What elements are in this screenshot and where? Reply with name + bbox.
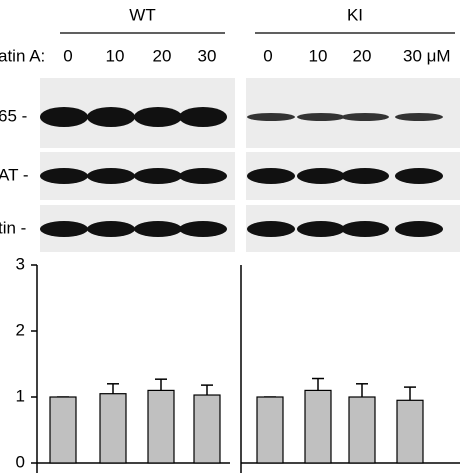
group-label: WT bbox=[129, 5, 155, 24]
band bbox=[341, 168, 389, 184]
bar bbox=[304, 389, 332, 464]
band bbox=[179, 221, 227, 237]
blot-strip bbox=[246, 78, 460, 148]
dose-label: 20 bbox=[153, 46, 172, 65]
treatment-label: atin A: bbox=[0, 46, 45, 65]
bar bbox=[348, 396, 376, 464]
group-label: KI bbox=[347, 5, 363, 24]
row-label: AT - bbox=[0, 165, 29, 184]
bar bbox=[396, 399, 424, 464]
band bbox=[40, 168, 88, 184]
band bbox=[40, 221, 88, 237]
band bbox=[395, 168, 443, 184]
bar bbox=[193, 394, 221, 464]
band bbox=[395, 113, 443, 121]
row-label: tin - bbox=[0, 218, 26, 237]
band bbox=[341, 221, 389, 237]
dose-label: 0 bbox=[63, 46, 72, 65]
band bbox=[134, 221, 182, 237]
bar bbox=[49, 396, 77, 464]
dose-label: 30 bbox=[198, 46, 217, 65]
band bbox=[179, 168, 227, 184]
band bbox=[247, 168, 295, 184]
dose-label: 10 bbox=[106, 46, 125, 65]
bar bbox=[147, 389, 175, 464]
band bbox=[87, 168, 135, 184]
y-tick-label: 1 bbox=[16, 386, 25, 405]
band bbox=[87, 221, 135, 237]
bar bbox=[99, 393, 127, 464]
band bbox=[341, 113, 389, 121]
band bbox=[134, 107, 182, 127]
y-tick-label: 3 bbox=[16, 254, 25, 273]
band bbox=[40, 107, 88, 127]
y-tick-label: 0 bbox=[16, 452, 25, 471]
band bbox=[87, 107, 135, 127]
band bbox=[179, 107, 227, 127]
band bbox=[247, 221, 295, 237]
band bbox=[395, 221, 443, 237]
row-label: 65 - bbox=[0, 106, 27, 125]
bar bbox=[256, 396, 284, 464]
dose-label: 0 bbox=[263, 46, 272, 65]
band bbox=[134, 168, 182, 184]
dose-label: 10 bbox=[309, 46, 328, 65]
band bbox=[297, 221, 345, 237]
band bbox=[297, 113, 345, 121]
y-tick-label: 2 bbox=[16, 320, 25, 339]
band bbox=[297, 168, 345, 184]
dose-label: 20 bbox=[353, 46, 372, 65]
band bbox=[247, 113, 295, 121]
dose-label: 30 μM bbox=[403, 46, 451, 65]
